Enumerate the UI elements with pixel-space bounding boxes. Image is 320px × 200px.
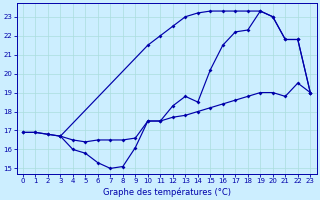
X-axis label: Graphe des températures (°C): Graphe des températures (°C)	[103, 187, 231, 197]
